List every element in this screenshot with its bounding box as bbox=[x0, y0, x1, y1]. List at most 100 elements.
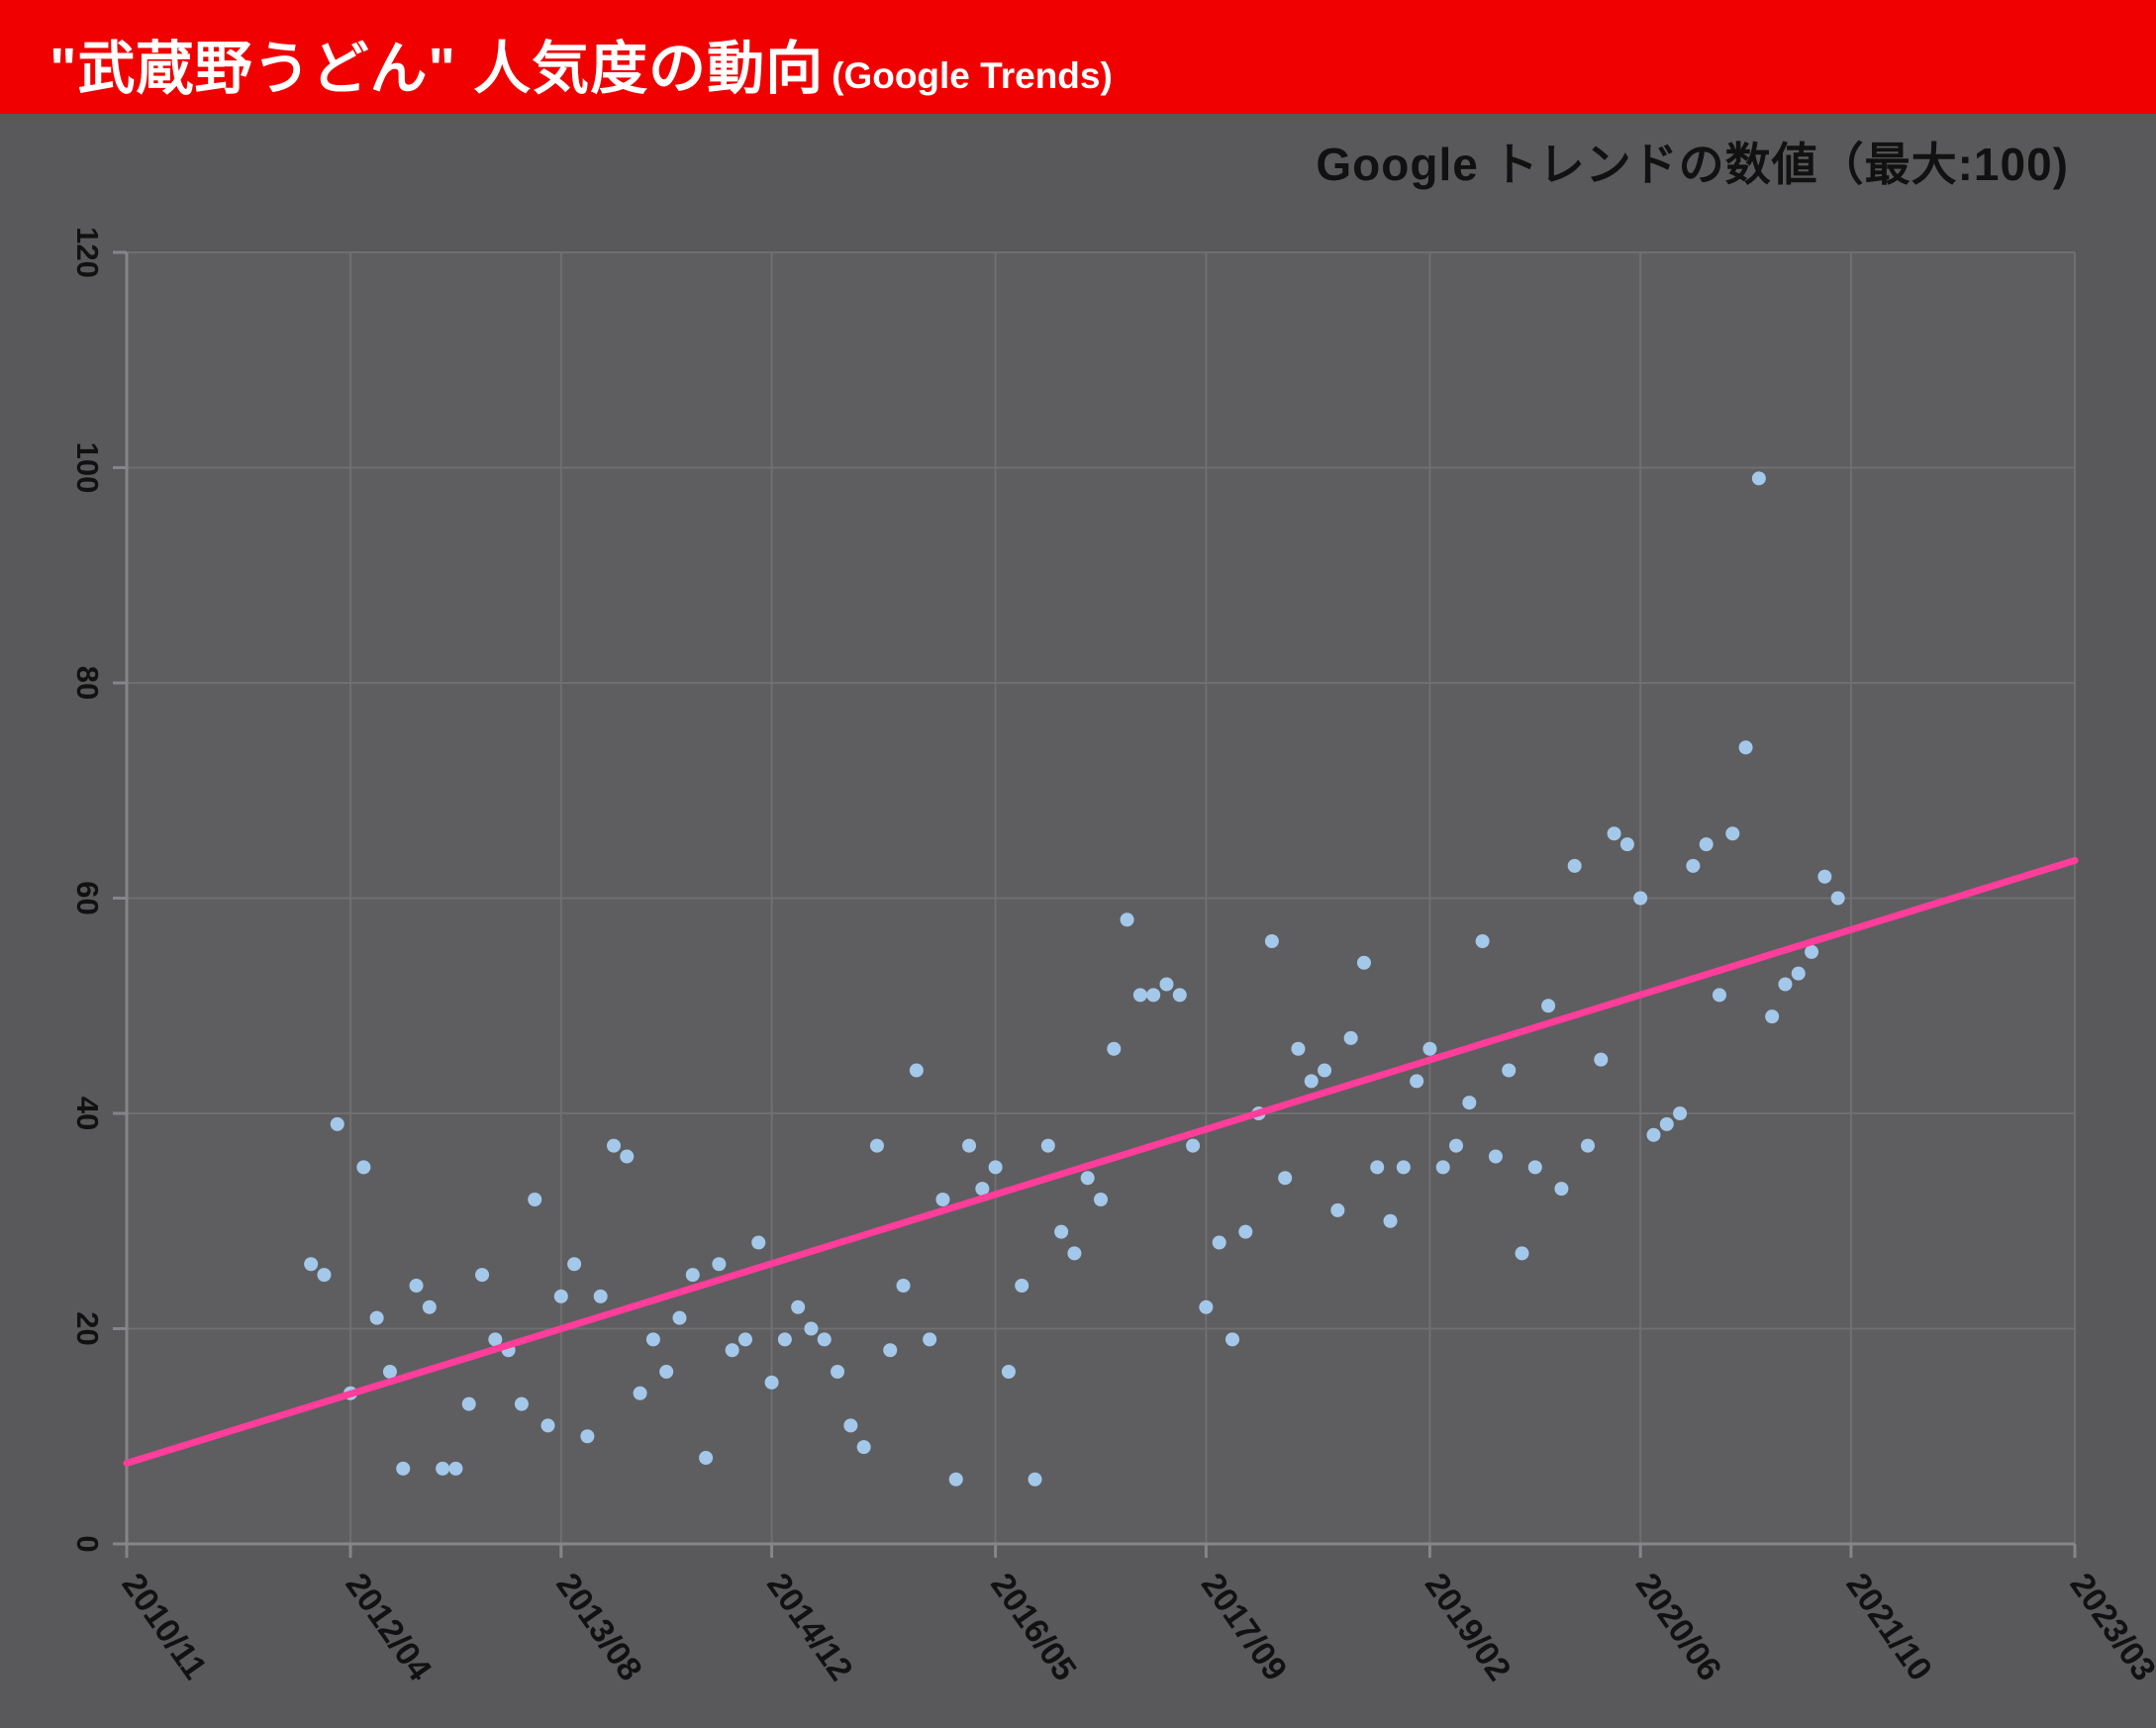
scatter-point bbox=[1199, 1299, 1214, 1314]
scatter-point bbox=[1462, 1096, 1477, 1110]
scatter-point bbox=[712, 1257, 727, 1272]
scatter-point bbox=[1291, 1041, 1306, 1056]
scatter-point bbox=[1686, 858, 1701, 873]
scatter-point bbox=[1146, 988, 1161, 1003]
scatter-point bbox=[475, 1268, 490, 1283]
scatter-point bbox=[831, 1365, 845, 1379]
scatter-point bbox=[791, 1299, 806, 1314]
scatter-point bbox=[1225, 1332, 1239, 1347]
scatter-point bbox=[409, 1279, 424, 1293]
scatter-point bbox=[962, 1138, 977, 1153]
scatter-point bbox=[1765, 1009, 1780, 1024]
scatter-point bbox=[1594, 1052, 1609, 1067]
scatter-point bbox=[764, 1375, 779, 1390]
scatter-point bbox=[369, 1310, 384, 1325]
y-tick-label: 20 bbox=[70, 1311, 105, 1345]
scatter-point bbox=[356, 1160, 371, 1175]
scatter-point bbox=[1475, 934, 1490, 948]
x-tick-label: 2010/11 bbox=[114, 1567, 214, 1686]
x-tick-label: 2021/10 bbox=[1838, 1567, 1939, 1687]
header-banner: "武蔵野うどん" 人気度の動向 (Google Trends) bbox=[0, 0, 2156, 114]
scatter-point bbox=[1673, 1106, 1688, 1120]
scatter-point bbox=[1120, 912, 1134, 927]
trend-line bbox=[123, 856, 2079, 1467]
scatter-point bbox=[1607, 826, 1621, 841]
scatter-point bbox=[751, 1235, 766, 1250]
scatter-point bbox=[304, 1257, 319, 1272]
scatter-point bbox=[620, 1149, 635, 1164]
x-tick-label: 2020/06 bbox=[1628, 1567, 1729, 1687]
scatter-point bbox=[1738, 740, 1753, 755]
x-tick-label: 2013/08 bbox=[548, 1567, 649, 1687]
scatter-point bbox=[988, 1160, 1003, 1175]
scatter-point bbox=[1633, 891, 1648, 906]
scatter-point bbox=[1488, 1149, 1503, 1164]
scatter-point bbox=[1646, 1127, 1661, 1142]
scatter-point bbox=[382, 1365, 397, 1379]
scatter-point bbox=[1778, 977, 1793, 992]
scatter-point bbox=[1410, 1074, 1424, 1089]
scatter-point bbox=[607, 1138, 621, 1153]
y-tick-label: 80 bbox=[70, 666, 105, 700]
x-tick-label: 2023/03 bbox=[2062, 1567, 2156, 1687]
scatter-point bbox=[448, 1461, 463, 1476]
y-tick-label: 100 bbox=[70, 442, 105, 494]
scatter-point bbox=[1238, 1224, 1253, 1239]
scatter-point bbox=[1264, 934, 1279, 948]
scatter-point bbox=[1343, 1030, 1358, 1045]
scatter-point bbox=[1001, 1365, 1016, 1379]
scatter-point bbox=[330, 1116, 344, 1131]
y-tick-label: 60 bbox=[70, 881, 105, 914]
scatter-point bbox=[1067, 1246, 1082, 1261]
scatter-point bbox=[1449, 1138, 1464, 1153]
scatter-point bbox=[975, 1182, 990, 1197]
scatter-point bbox=[1370, 1160, 1385, 1175]
scatter-point bbox=[1028, 1472, 1042, 1487]
scatter-point bbox=[909, 1063, 924, 1078]
scatter-point bbox=[1304, 1074, 1319, 1089]
scatter-point bbox=[396, 1461, 411, 1476]
chart-unit-note: Google トレンドの数値（最大:100) bbox=[1316, 139, 2069, 190]
scatter-point bbox=[528, 1193, 542, 1206]
scatter-point bbox=[580, 1429, 595, 1444]
scatter-point bbox=[1015, 1279, 1029, 1293]
scatter-point bbox=[1581, 1138, 1595, 1153]
x-tick-label: 2012/04 bbox=[339, 1567, 440, 1688]
scatter-point bbox=[567, 1257, 582, 1272]
x-tick-label: 2014/12 bbox=[759, 1567, 860, 1687]
scatter-point bbox=[1515, 1246, 1529, 1261]
scatter-point bbox=[317, 1268, 332, 1283]
scatter-point bbox=[737, 1332, 752, 1347]
scatter-point bbox=[1356, 955, 1371, 970]
scatter-point bbox=[1054, 1224, 1069, 1239]
scatter-point bbox=[1527, 1160, 1542, 1175]
scatter-point bbox=[1817, 869, 1832, 884]
scatter-point bbox=[1791, 966, 1806, 981]
scatter-point bbox=[1659, 1116, 1674, 1131]
scatter-point bbox=[1699, 837, 1714, 852]
scatter-point bbox=[1040, 1138, 1055, 1153]
scatter-point bbox=[896, 1279, 911, 1293]
scatter-point bbox=[685, 1268, 700, 1283]
scatter-point bbox=[1159, 977, 1174, 992]
scatter-point bbox=[1712, 988, 1726, 1003]
scatter-point bbox=[1554, 1182, 1569, 1197]
scatter-point bbox=[1567, 858, 1582, 873]
scatter-point bbox=[1502, 1063, 1517, 1078]
y-tick-label: 0 bbox=[70, 1535, 105, 1552]
scatter-point bbox=[514, 1396, 529, 1411]
scatter-point bbox=[699, 1451, 714, 1465]
scatter-point bbox=[645, 1332, 660, 1347]
scatter-point bbox=[1751, 471, 1766, 486]
scatter-point bbox=[1330, 1202, 1345, 1217]
scatter-point bbox=[1619, 837, 1634, 852]
scatter-point bbox=[422, 1299, 437, 1314]
scatter-point bbox=[725, 1343, 739, 1358]
scatter-point bbox=[461, 1396, 476, 1411]
scatter-point bbox=[1830, 891, 1845, 906]
scatter-point bbox=[883, 1343, 898, 1358]
scatter-point bbox=[553, 1289, 568, 1303]
scatter-point bbox=[1725, 826, 1740, 841]
y-tick-label: 120 bbox=[70, 227, 105, 278]
scatter-chart: 0 20 40 60 80 100 120 2010/11 2012/04 2013/08 2014… bbox=[70, 227, 2156, 1688]
